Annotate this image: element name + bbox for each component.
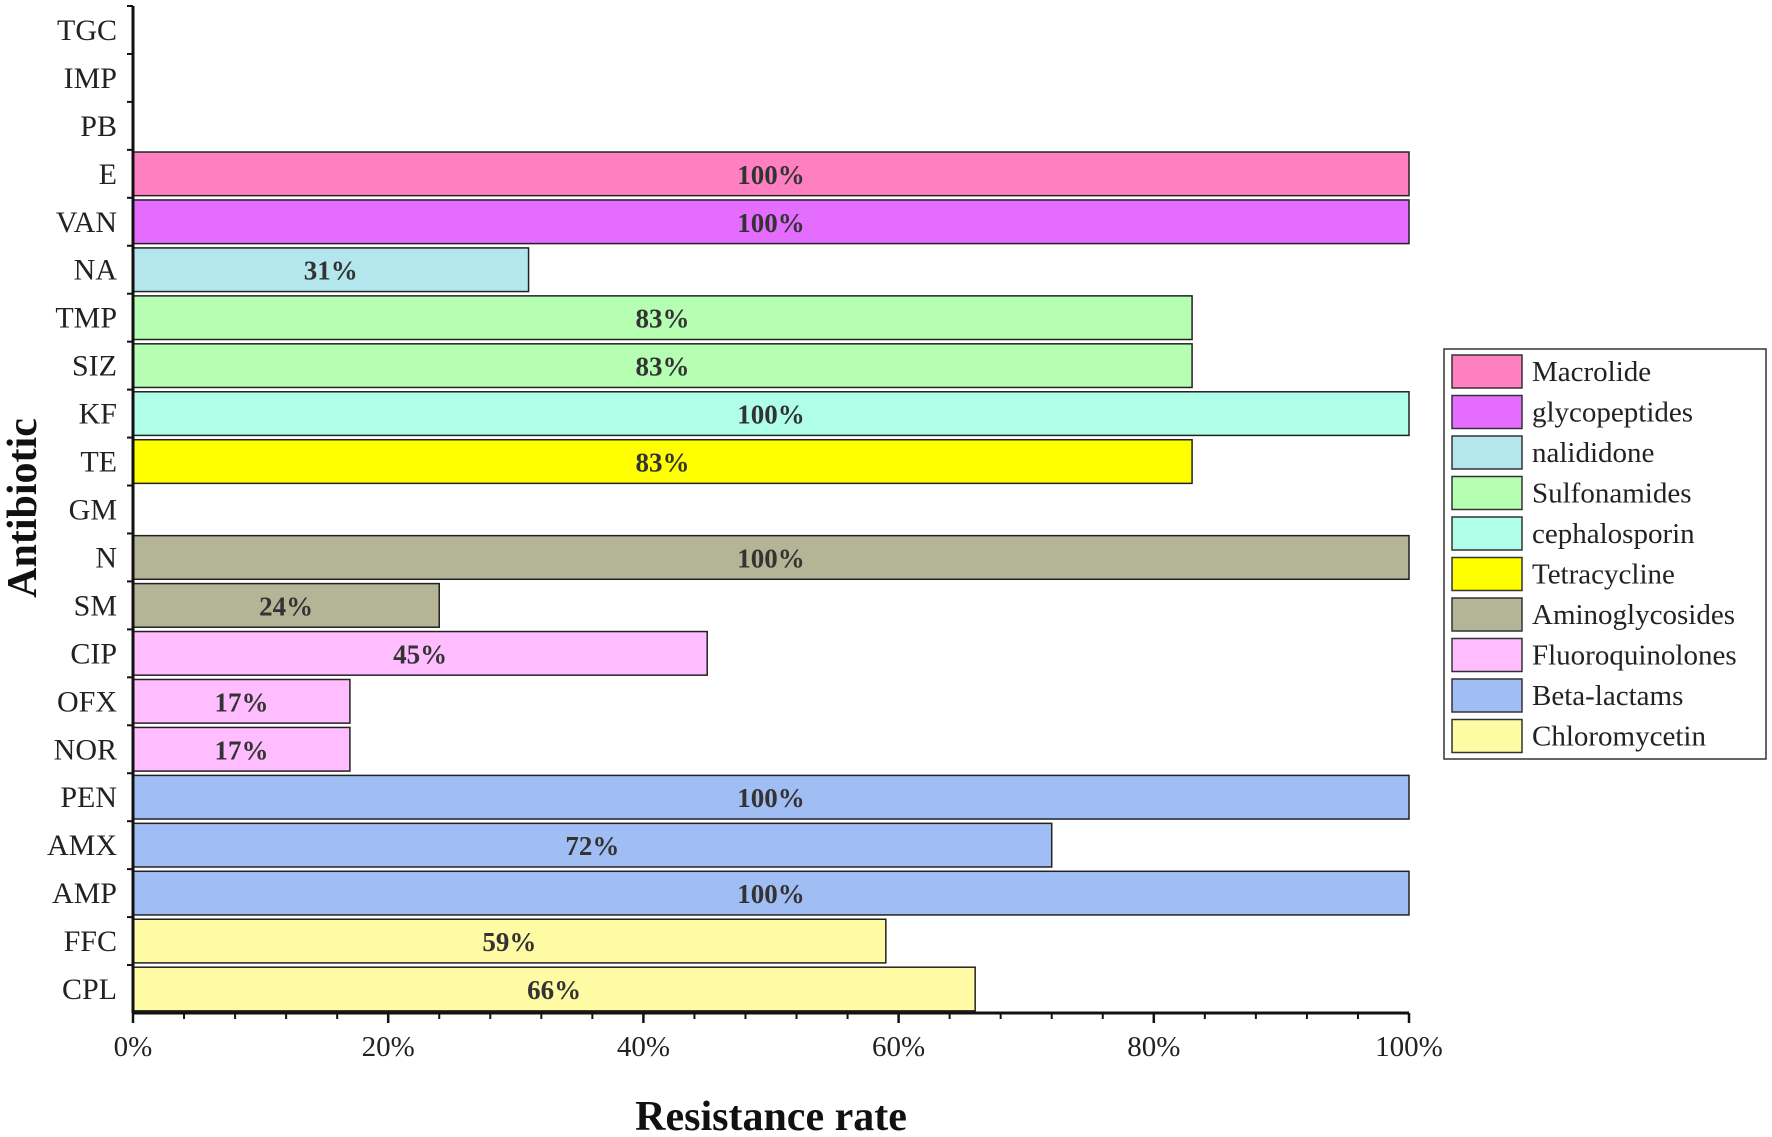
x-tick-label: 60% xyxy=(872,1031,925,1063)
x-tick-label: 40% xyxy=(617,1031,670,1063)
bar xyxy=(132,630,708,676)
bar-value-label: 100% xyxy=(737,543,805,573)
bar-value-label: 59% xyxy=(482,927,536,957)
bar-value-label: 17% xyxy=(214,687,268,717)
category-label: VAN xyxy=(56,206,117,239)
bar-value-label: 66% xyxy=(527,975,581,1005)
category-label: CPL xyxy=(62,973,117,1006)
legend-swatch xyxy=(1451,637,1523,673)
bar-value-label: 100% xyxy=(737,160,805,190)
legend-label: Fluoroquinolones xyxy=(1532,640,1737,672)
legend-label: glycopeptides xyxy=(1532,397,1693,429)
x-tick-label: 0% xyxy=(114,1031,153,1063)
bar-value-label: 83% xyxy=(636,304,690,334)
bar-value-label: 100% xyxy=(737,879,805,909)
category-label: FFC xyxy=(64,925,117,958)
legend-swatch xyxy=(1451,435,1523,470)
legend-swatch xyxy=(1451,394,1523,430)
category-label: N xyxy=(95,541,117,574)
x-axis-title: Resistance rate xyxy=(635,1094,907,1137)
category-label: TGC xyxy=(57,14,117,47)
bar xyxy=(132,151,1410,197)
legend-swatch xyxy=(1451,516,1523,551)
category-label: PEN xyxy=(60,781,117,814)
y-axis-title: Antibiotic xyxy=(0,418,46,598)
bar-value-label: 72% xyxy=(565,831,619,861)
x-tick-label: 20% xyxy=(362,1031,415,1063)
bar xyxy=(132,438,1193,485)
category-label: AMP xyxy=(52,877,117,910)
category-label: SM xyxy=(74,589,117,622)
category-label: CIP xyxy=(70,637,117,670)
bar xyxy=(132,247,530,293)
category-label: KF xyxy=(79,398,117,431)
bar xyxy=(132,678,351,724)
category-label: OFX xyxy=(57,685,117,718)
legend-label: Aminoglycosides xyxy=(1532,599,1735,631)
category-label: NOR xyxy=(54,733,117,766)
category-label: TMP xyxy=(55,302,117,335)
bar-value-label: 17% xyxy=(214,735,268,765)
legend-label: Sulfonamides xyxy=(1532,478,1692,510)
legend-label: Tetracycline xyxy=(1532,559,1675,591)
axes-layer xyxy=(127,5,1409,1015)
category-label: PB xyxy=(80,110,117,143)
bar xyxy=(132,726,351,772)
legend-swatch xyxy=(1451,678,1523,713)
bar xyxy=(132,199,1410,245)
legend-swatch xyxy=(1451,718,1523,754)
bar-value-label: 100% xyxy=(737,208,805,238)
category-labels: TGC IMP PB E VAN NA TMP SIZ KF TE GM N SM CIP OFX NOR PE… xyxy=(47,14,117,1006)
bar-labels-layer: 100% 100% 31% 83% 83% 100% 83% 100% 24% 45% 17% 17%… xyxy=(214,160,804,1005)
bar xyxy=(132,822,1053,868)
bar-value-label: 100% xyxy=(737,400,805,430)
legend-swatch xyxy=(1451,556,1523,592)
x-tick-label: 80% xyxy=(1127,1031,1180,1063)
category-label: SIZ xyxy=(72,350,117,383)
x-axis-ticks: 0% 20% 40% 60% 80% 100% xyxy=(114,1013,1443,1063)
legend: Macrolide glycopeptides nalididone Sulfonam… xyxy=(1443,348,1767,760)
bar-value-label: 24% xyxy=(259,591,313,621)
legend-label: nalididone xyxy=(1532,437,1654,469)
bar-value-label: 83% xyxy=(636,448,690,478)
legend-label: Beta-lactams xyxy=(1532,680,1683,712)
bars-layer xyxy=(132,151,1410,1012)
category-label: GM xyxy=(69,494,117,527)
bar-value-label: 100% xyxy=(737,783,805,813)
category-label: E xyxy=(99,158,117,191)
bar-value-label: 83% xyxy=(636,352,690,382)
legend-label: Macrolide xyxy=(1532,356,1651,388)
bar xyxy=(132,774,1410,820)
legend-swatch xyxy=(1451,354,1523,389)
legend-swatch xyxy=(1451,475,1523,511)
legend-label: Chloromycetin xyxy=(1532,721,1706,753)
bar-value-label: 31% xyxy=(304,256,358,286)
x-tick-label: 100% xyxy=(1375,1031,1443,1063)
legend-label: cephalosporin xyxy=(1532,518,1695,550)
category-label: AMX xyxy=(47,829,117,862)
bar xyxy=(132,870,1410,916)
category-label: IMP xyxy=(64,62,117,95)
bar-value-label: 45% xyxy=(393,639,447,669)
category-label: TE xyxy=(80,446,117,479)
legend-swatch xyxy=(1451,597,1523,632)
category-label: NA xyxy=(74,254,118,287)
bar xyxy=(132,295,1193,341)
bar xyxy=(132,343,1193,389)
